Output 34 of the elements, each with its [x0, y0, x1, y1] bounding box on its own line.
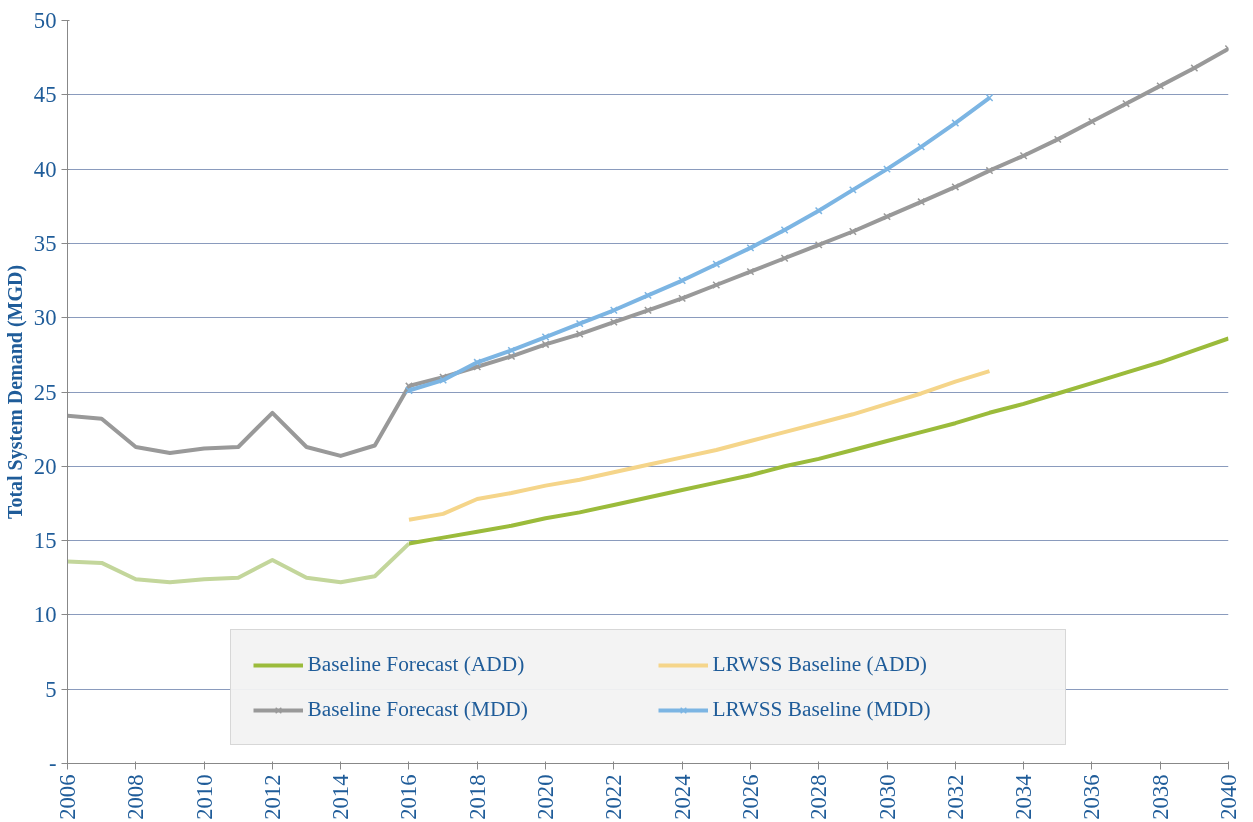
y-tick-label: 10 [33, 602, 57, 628]
y-tick-label: 45 [33, 82, 57, 108]
legend-label: Baseline Forecast (ADD) [307, 652, 526, 677]
x-tick-label: 2018 [464, 774, 490, 820]
x-tick-label: 2016 [396, 774, 422, 820]
x-tick-label: 2026 [737, 774, 763, 820]
y-tick-label: 20 [33, 453, 57, 479]
x-tick-label: 2012 [259, 774, 285, 820]
x-tick-label: 2030 [874, 774, 900, 820]
legend-label: LRWSS Baseline (ADD) [712, 652, 928, 677]
x-tick-label: 2038 [1147, 774, 1173, 820]
x-tick-label: 2014 [328, 774, 354, 820]
x-tick-label: 2010 [191, 774, 217, 820]
legend-label: Baseline Forecast (MDD) [307, 697, 529, 722]
x-tick-label: 2032 [942, 774, 968, 820]
x-tick-label: 2022 [601, 774, 627, 820]
y-tick-label: 5 [45, 676, 57, 702]
x-tick-label: 2008 [123, 774, 149, 820]
legend-label: LRWSS Baseline (MDD) [712, 697, 932, 722]
x-tick-label: 2034 [1011, 774, 1037, 820]
y-tick-label: 15 [33, 528, 57, 554]
x-tick-label: 2040 [1216, 774, 1241, 820]
x-tick-label: 2028 [806, 774, 832, 820]
x-tick-label: 2024 [669, 774, 695, 820]
y-tick-label: 25 [33, 379, 57, 405]
y-tick-label: - [48, 751, 57, 776]
y-axis-title: Total System Demand (MGD) [3, 264, 27, 520]
y-tick-label: 30 [33, 305, 57, 331]
x-tick-label: 2036 [1079, 774, 1105, 820]
y-tick-label: 50 [33, 8, 57, 33]
y-tick-label: 40 [33, 156, 57, 182]
x-tick-label: 2020 [533, 774, 559, 820]
x-tick-label: 2006 [55, 774, 80, 820]
y-tick-label: 35 [33, 230, 57, 256]
